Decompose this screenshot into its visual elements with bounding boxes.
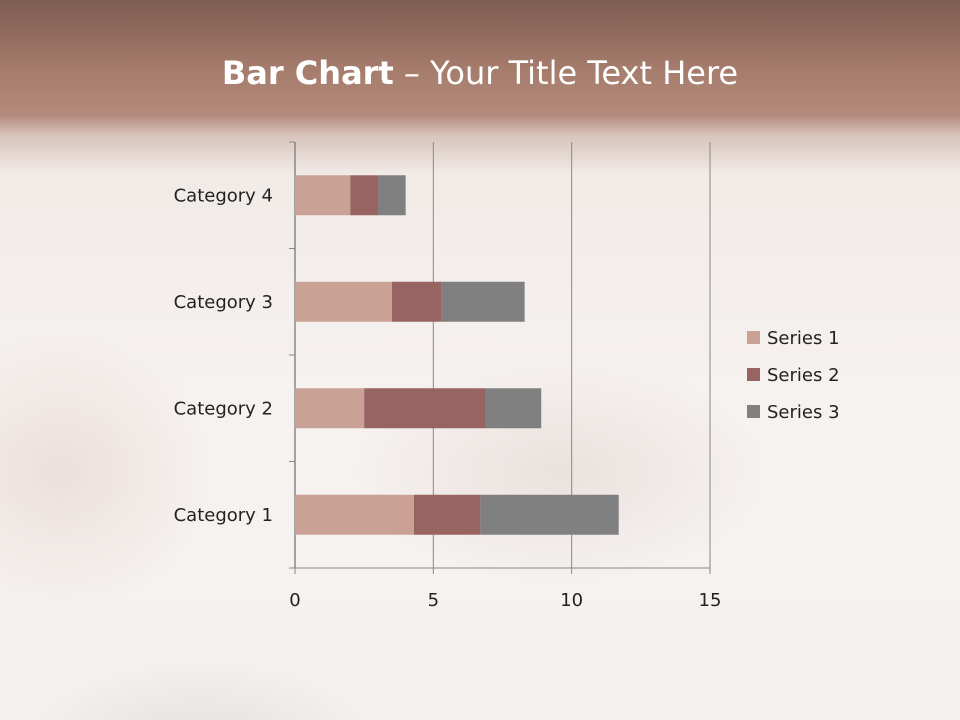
legend-label: Series 1	[767, 328, 840, 349]
category-label: Category 3	[174, 292, 273, 313]
title-rest: Your Title Text Here	[430, 54, 739, 92]
bar-series-2	[350, 175, 378, 216]
bar-series-3	[441, 281, 525, 322]
bar-series-2	[391, 281, 442, 322]
x-tick-label: 15	[699, 590, 722, 611]
title-dash: –	[393, 54, 431, 92]
slide-title: Bar Chart – Your Title Text Here	[0, 54, 960, 92]
bar-series-3	[480, 494, 619, 535]
bar-series-3	[485, 388, 542, 429]
category-label: Category 2	[174, 398, 273, 419]
x-tick-label: 5	[428, 590, 439, 611]
background-photo	[0, 140, 960, 720]
category-label: Category 1	[174, 505, 273, 526]
legend-swatch	[747, 331, 760, 344]
bar-series-2	[364, 388, 486, 429]
legend-swatch	[747, 405, 760, 418]
category-label: Category 4	[174, 185, 273, 206]
bar-series-2	[413, 494, 481, 535]
bar-series-1	[295, 388, 365, 429]
bar-series-1	[295, 175, 351, 216]
legend-swatch	[747, 368, 760, 381]
bar-series-1	[295, 281, 392, 322]
bar-series-1	[295, 494, 414, 535]
x-tick-label: 0	[289, 590, 300, 611]
x-tick-label: 10	[560, 590, 583, 611]
title-bold: Bar Chart	[221, 54, 394, 92]
legend-label: Series 3	[767, 402, 840, 423]
bar-series-3	[378, 175, 406, 216]
legend-label: Series 2	[767, 365, 840, 386]
